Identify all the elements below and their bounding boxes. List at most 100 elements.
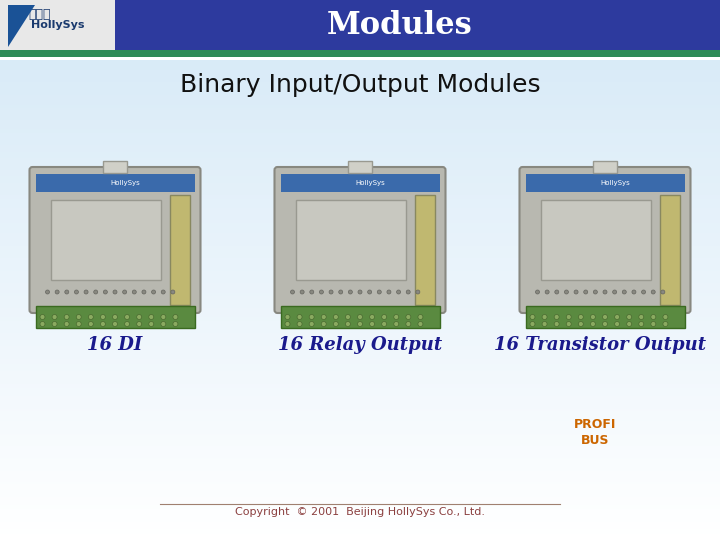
Bar bbox=[0, 320, 720, 321]
Bar bbox=[0, 274, 720, 275]
Bar bbox=[0, 355, 720, 356]
Bar bbox=[0, 65, 720, 66]
Bar bbox=[0, 229, 720, 230]
Bar bbox=[0, 172, 720, 173]
Circle shape bbox=[137, 314, 142, 320]
Circle shape bbox=[566, 321, 571, 327]
Bar bbox=[0, 361, 720, 362]
Bar bbox=[0, 209, 720, 210]
Circle shape bbox=[584, 290, 588, 294]
Bar bbox=[0, 93, 720, 94]
Bar bbox=[0, 332, 720, 333]
Text: HollySys: HollySys bbox=[110, 180, 140, 186]
Bar bbox=[0, 359, 720, 360]
Bar bbox=[0, 485, 720, 486]
Bar bbox=[0, 200, 720, 201]
Circle shape bbox=[418, 314, 423, 320]
Bar bbox=[0, 325, 720, 326]
Bar bbox=[0, 268, 720, 269]
Bar bbox=[0, 185, 720, 186]
Bar bbox=[0, 308, 720, 309]
Bar bbox=[0, 163, 720, 164]
Bar bbox=[0, 483, 720, 484]
Bar bbox=[0, 259, 720, 260]
Bar bbox=[0, 60, 720, 61]
Bar bbox=[0, 462, 720, 463]
Circle shape bbox=[346, 321, 351, 327]
Circle shape bbox=[632, 290, 636, 294]
Circle shape bbox=[297, 314, 302, 320]
Bar bbox=[0, 140, 720, 141]
Bar bbox=[0, 296, 720, 297]
Circle shape bbox=[89, 321, 94, 327]
Bar bbox=[0, 473, 720, 474]
Bar bbox=[0, 339, 720, 340]
Bar bbox=[0, 371, 720, 372]
Circle shape bbox=[310, 290, 314, 294]
Bar bbox=[0, 223, 720, 224]
Bar bbox=[0, 121, 720, 122]
Bar bbox=[0, 253, 720, 254]
Bar bbox=[0, 220, 720, 221]
Bar bbox=[0, 312, 720, 313]
Bar bbox=[0, 342, 720, 343]
Circle shape bbox=[104, 290, 107, 294]
Bar bbox=[0, 470, 720, 471]
Bar bbox=[0, 89, 720, 90]
Bar bbox=[0, 278, 720, 279]
Bar bbox=[0, 479, 720, 480]
Bar bbox=[0, 433, 720, 434]
Circle shape bbox=[615, 314, 620, 320]
Bar bbox=[0, 514, 720, 515]
Bar bbox=[0, 488, 720, 489]
Bar bbox=[0, 156, 720, 157]
Bar bbox=[0, 158, 720, 159]
Bar bbox=[0, 529, 720, 530]
Bar bbox=[0, 211, 720, 212]
Bar bbox=[0, 272, 720, 273]
Bar bbox=[0, 78, 720, 79]
Bar bbox=[0, 141, 720, 142]
Circle shape bbox=[603, 314, 608, 320]
Circle shape bbox=[309, 321, 314, 327]
Text: 赫利系: 赫利系 bbox=[29, 8, 51, 21]
Circle shape bbox=[358, 314, 362, 320]
Bar bbox=[0, 206, 720, 207]
Bar bbox=[0, 375, 720, 376]
Bar bbox=[0, 133, 720, 134]
Bar bbox=[0, 307, 720, 308]
Circle shape bbox=[542, 314, 547, 320]
Bar bbox=[0, 192, 720, 193]
Bar bbox=[0, 218, 720, 219]
Circle shape bbox=[161, 290, 165, 294]
Circle shape bbox=[555, 290, 559, 294]
Bar bbox=[0, 324, 720, 325]
Bar bbox=[0, 456, 720, 457]
Bar bbox=[0, 304, 720, 305]
Bar bbox=[0, 189, 720, 190]
Bar bbox=[0, 446, 720, 447]
Bar bbox=[0, 114, 720, 115]
Bar bbox=[0, 364, 720, 365]
Bar bbox=[0, 366, 720, 367]
Bar bbox=[0, 467, 720, 468]
Bar bbox=[0, 104, 720, 105]
Bar bbox=[0, 186, 720, 187]
Bar bbox=[0, 154, 720, 155]
Circle shape bbox=[84, 290, 88, 294]
Bar bbox=[0, 416, 720, 417]
Bar bbox=[0, 254, 720, 255]
Bar bbox=[0, 82, 720, 83]
Text: 16 Relay Output: 16 Relay Output bbox=[278, 336, 442, 354]
Bar bbox=[0, 482, 720, 483]
Circle shape bbox=[406, 321, 411, 327]
Bar bbox=[0, 506, 720, 507]
Bar bbox=[0, 62, 720, 63]
Bar bbox=[0, 217, 720, 218]
Bar bbox=[0, 422, 720, 423]
Bar bbox=[0, 97, 720, 98]
Circle shape bbox=[290, 290, 294, 294]
Circle shape bbox=[45, 290, 50, 294]
Circle shape bbox=[358, 321, 362, 327]
Bar bbox=[0, 183, 720, 184]
